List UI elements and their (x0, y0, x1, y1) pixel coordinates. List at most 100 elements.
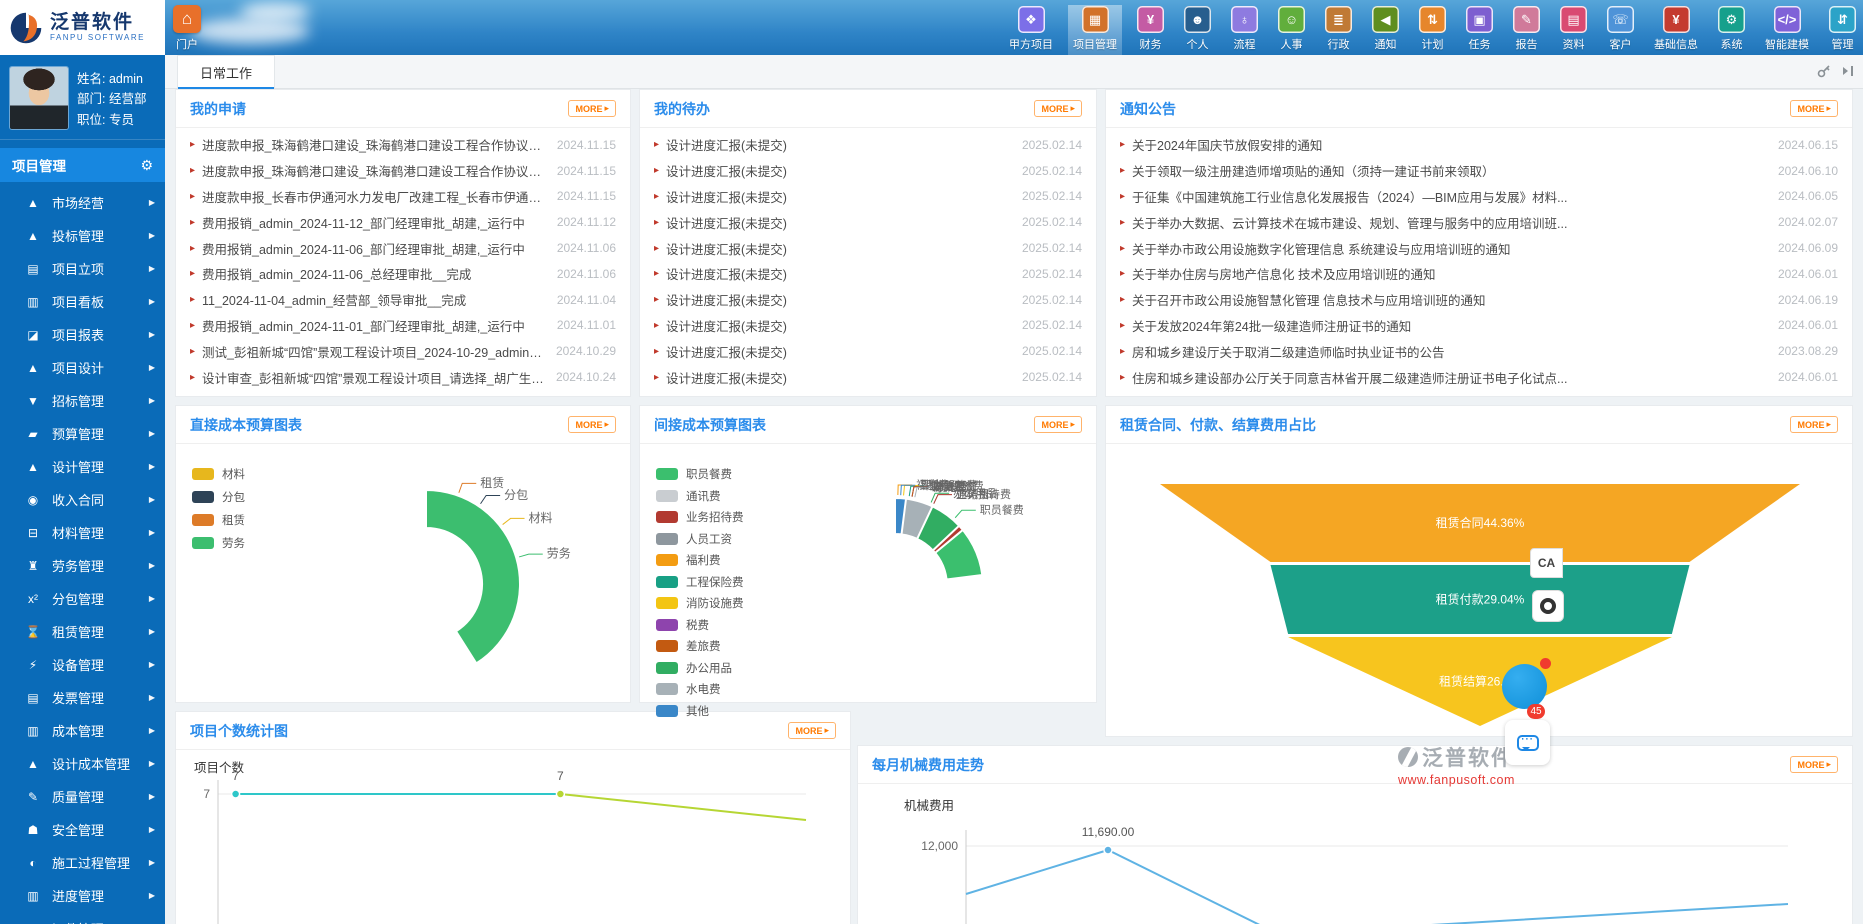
sidebar-item-budget-mgmt[interactable]: ▰预算管理▶ (0, 417, 165, 450)
legend-item[interactable]: 租赁 (192, 512, 245, 528)
legend-item[interactable]: 差旅费 (656, 638, 744, 654)
notice-item[interactable]: ▸住房和城乡建设部办公厅关于同意吉林省开展二级建造师注册证书电子化试点...20… (1120, 368, 1838, 387)
nav-item-tasks[interactable]: ▣任务 (1461, 5, 1498, 53)
sidebar-item-design-cost-mgmt[interactable]: ▲设计成本管理▶ (0, 747, 165, 780)
sidebar-item-invoice-mgmt[interactable]: ▤发票管理▶ (0, 681, 165, 714)
more-button-my-todos[interactable]: MORE▸ (1034, 100, 1082, 117)
application-item[interactable]: ▸费用报销_admin_2024-11-12_部门经理审批_胡建,_运行中202… (190, 213, 616, 232)
qq-service-button[interactable] (1502, 664, 1547, 709)
todo-item[interactable]: ▸设计进度汇报(未提交)2025.02.14 (654, 368, 1082, 387)
nav-item-customers[interactable]: ☏客户 (1602, 5, 1639, 53)
sidebar-item-progress-mgmt[interactable]: ▥进度管理▶ (0, 879, 165, 912)
sidebar-item-project-initiation[interactable]: ▤项目立项▶ (0, 252, 165, 285)
more-button-machine-cost[interactable]: MORE▸ (1790, 756, 1838, 773)
sidebar-item-rental-mgmt[interactable]: ⌛租赁管理▶ (0, 615, 165, 648)
nav-item-notifications[interactable]: ◀通知 (1367, 5, 1404, 53)
sidebar-item-market-operation[interactable]: ▲市场经营▶ (0, 186, 165, 219)
application-item[interactable]: ▸进度款申报_珠海鹤港口建设_珠海鹤港口建设工程合作协议书_admin_...2… (190, 161, 616, 180)
legend-item[interactable]: 人员工资 (656, 531, 744, 547)
todo-item[interactable]: ▸设计进度汇报(未提交)2025.02.14 (654, 135, 1082, 154)
nav-item-project-mgmt[interactable]: ▦项目管理 (1068, 5, 1122, 59)
sidebar-item-tender-mgmt[interactable]: ▼招标管理▶ (0, 384, 165, 417)
sidebar-item-material-mgmt[interactable]: ⊟材料管理▶ (0, 516, 165, 549)
notice-item[interactable]: ▸关于2024年国庆节放假安排的通知2024.06.15 (1120, 135, 1838, 154)
sidebar-item-subcontract-mgmt[interactable]: x²分包管理▶ (0, 582, 165, 615)
sidebar-item-quality-mgmt[interactable]: ✎质量管理▶ (0, 780, 165, 813)
legend-item[interactable]: 劳务 (192, 535, 245, 551)
ca-certificate-button[interactable]: CA (1530, 548, 1563, 578)
indirect-cost-donut-chart[interactable]: 职员餐费通讯费业务招待费人员工资福利费工程保险费消防设施费税费差旅费办公用品水电… (640, 444, 1096, 700)
application-item[interactable]: ▸测试_彭祖新城“四馆”景观工程设计项目_2024-10-29_admin_结束… (190, 342, 616, 361)
project-count-line-chart[interactable]: 项目个数777 (176, 750, 850, 924)
nav-item-client-projects[interactable]: ❖甲方项目 (1004, 5, 1058, 53)
sidebar-item-cost-mgmt[interactable]: ▥成本管理▶ (0, 714, 165, 747)
nav-item-portal[interactable]: ⌂ 门户 (165, 0, 209, 55)
legend-item[interactable]: 水电费 (656, 681, 744, 697)
nav-item-reports[interactable]: ✎报告 (1508, 5, 1545, 53)
sidebar-item-project-reports[interactable]: ◪项目报表▶ (0, 318, 165, 351)
todo-item[interactable]: ▸设计进度汇报(未提交)2025.02.14 (654, 239, 1082, 258)
legend-item[interactable]: 材料 (192, 466, 245, 482)
sidebar-item-income-contract[interactable]: ◉收入合同▶ (0, 483, 165, 516)
machine-cost-line-chart[interactable]: 机械费用12,00011,690.00 (858, 784, 1852, 924)
legend-item[interactable]: 其他 (656, 703, 744, 719)
nav-item-hr[interactable]: ☺人事 (1273, 5, 1310, 53)
sidebar-item-equipment-mgmt[interactable]: ⚡设备管理▶ (0, 648, 165, 681)
sidebar-item-certificate-mgmt[interactable]: ▯证件管理▶ (0, 912, 165, 924)
legend-item[interactable]: 税费 (656, 617, 744, 633)
notice-item[interactable]: ▸关于召开市政公用设施智慧化管理 信息技术与应用培训班的通知2024.06.19 (1120, 290, 1838, 309)
application-item[interactable]: ▸11_2024-11-04_admin_经营部_领导审批__完成2024.11… (190, 290, 616, 309)
nav-item-admin-affairs[interactable]: ≣行政 (1320, 5, 1357, 53)
rental-funnel-chart[interactable]: 租赁合同44.36%租赁付款29.04%租赁结算26.6% (1106, 444, 1852, 734)
legend-item[interactable]: 工程保险费 (656, 574, 744, 590)
nav-item-plans[interactable]: ⇅计划 (1414, 5, 1451, 53)
nav-item-smart-modeling[interactable]: </>智能建模 (1760, 5, 1814, 53)
todo-item[interactable]: ▸设计进度汇报(未提交)2025.02.14 (654, 290, 1082, 309)
more-button-project-count[interactable]: MORE▸ (788, 722, 836, 739)
legend-item[interactable]: 消防设施费 (656, 595, 744, 611)
more-button-rental-funnel[interactable]: MORE▸ (1790, 416, 1838, 433)
nav-item-base-info[interactable]: ¥基础信息 (1649, 5, 1703, 53)
sidebar-item-design-mgmt[interactable]: ▲设计管理▶ (0, 450, 165, 483)
direct-cost-donut-chart[interactable]: 材料分包租赁劳务 材料分包租赁劳务 (176, 444, 630, 700)
todo-item[interactable]: ▸设计进度汇报(未提交)2025.02.14 (654, 187, 1082, 206)
application-item[interactable]: ▸进度款申报_珠海鹤港口建设_珠海鹤港口建设工程合作协议书_admin_...2… (190, 135, 616, 154)
todo-item[interactable]: ▸设计进度汇报(未提交)2025.02.14 (654, 316, 1082, 335)
key-icon[interactable] (1817, 64, 1831, 80)
legend-item[interactable]: 业务招待费 (656, 509, 744, 525)
todo-item[interactable]: ▸设计进度汇报(未提交)2025.02.14 (654, 213, 1082, 232)
application-item[interactable]: ▸设计审查_彭祖新城“四馆”景观工程设计项目_请选择_胡广生_2024-10-2… (190, 368, 616, 387)
nav-item-finance[interactable]: ¥财务 (1132, 5, 1169, 53)
contact-circle-button[interactable] (1532, 590, 1564, 622)
application-item[interactable]: ▸费用报销_admin_2024-11-06_总经理审批__完成2024.11.… (190, 264, 616, 283)
collapse-panel-icon[interactable] (1841, 64, 1855, 80)
notice-item[interactable]: ▸关于举办住房与房地产信息化 技术及应用培训班的通知2024.06.01 (1120, 264, 1838, 283)
sidebar-item-project-board[interactable]: ▥项目看板▶ (0, 285, 165, 318)
application-item[interactable]: ▸进度款申报_长春市伊通河水力发电厂改建工程_长春市伊通河水力发电...2024… (190, 187, 616, 206)
nav-item-personal[interactable]: ☻个人 (1179, 5, 1216, 53)
notice-item[interactable]: ▸关于领取一级注册建造师增项贴的通知（须持一建证书前来领取）2024.06.10 (1120, 161, 1838, 180)
more-button-indirect-cost[interactable]: MORE▸ (1034, 416, 1082, 433)
todo-item[interactable]: ▸设计进度汇报(未提交)2025.02.14 (654, 161, 1082, 180)
gear-icon[interactable]: ⚙ (140, 157, 153, 174)
application-item[interactable]: ▸费用报销_admin_2024-11-06_部门经理审批_胡建,_运行中202… (190, 239, 616, 258)
legend-item[interactable]: 分包 (192, 489, 245, 505)
legend-item[interactable]: 职员餐费 (656, 466, 744, 482)
application-item[interactable]: ▸费用报销_admin_2024-11-01_部门经理审批_胡建,_运行中202… (190, 316, 616, 335)
nav-item-documents[interactable]: ▤资料 (1555, 5, 1592, 53)
more-button-my-applications[interactable]: MORE▸ (568, 100, 616, 117)
notice-item[interactable]: ▸关于举办大数据、云计算技术在城市建设、规划、管理与服务中的应用培训班...20… (1120, 213, 1838, 232)
nav-item-workflow[interactable]: ♁流程 (1226, 5, 1263, 53)
sidebar-section-project-mgmt[interactable]: 项目管理 ⚙ (0, 148, 165, 182)
sidebar-item-labor-mgmt[interactable]: ♜劳务管理▶ (0, 549, 165, 582)
sidebar-item-bidding-mgmt[interactable]: ▲投标管理▶ (0, 219, 165, 252)
todo-item[interactable]: ▸设计进度汇报(未提交)2025.02.14 (654, 264, 1082, 283)
todo-item[interactable]: ▸设计进度汇报(未提交)2025.02.14 (654, 342, 1082, 361)
notice-item[interactable]: ▸关于发放2024年第24批一级建造师注册证书的通知2024.06.01 (1120, 316, 1838, 335)
sidebar-item-construction-process[interactable]: ◐施工过程管理▶ (0, 846, 165, 879)
notice-item[interactable]: ▸房和城乡建设厅关于取消二级建造师临时执业证书的公告2023.08.29 (1120, 342, 1838, 361)
notice-item[interactable]: ▸于征集《中国建筑施工行业信息化发展报告（2024）—BIM应用与发展》材料..… (1120, 187, 1838, 206)
nav-item-management[interactable]: ⇵管理 (1824, 5, 1861, 53)
sidebar-item-project-design[interactable]: ▲项目设计▶ (0, 351, 165, 384)
more-button-notices[interactable]: MORE▸ (1790, 100, 1838, 117)
